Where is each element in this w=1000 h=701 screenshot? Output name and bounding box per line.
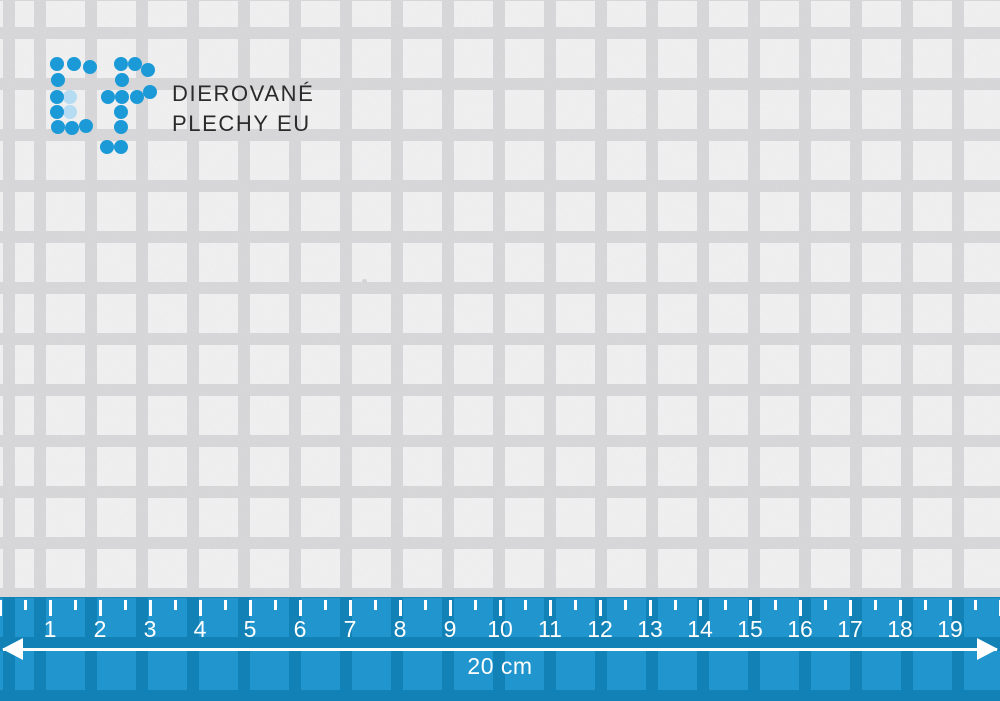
ruler-number: 3 <box>143 616 157 642</box>
ruler-tick-major <box>548 600 552 616</box>
logo-dot <box>100 140 114 154</box>
ruler-tick-major <box>348 600 352 616</box>
logo-dot <box>101 90 115 104</box>
surface-speck <box>362 279 367 283</box>
ruler-number: 18 <box>887 616 913 642</box>
ruler-number: 6 <box>293 616 307 642</box>
logo-dot <box>50 90 64 104</box>
ruler-number: 12 <box>587 616 613 642</box>
ruler-number: 8 <box>393 616 407 642</box>
ruler-number: 11 <box>538 616 562 642</box>
ruler-tick-major <box>948 600 952 616</box>
brand-name-line1: DIEROVANÉ <box>172 81 315 106</box>
ruler-number: 4 <box>193 616 207 642</box>
ruler-tick-minor <box>73 600 77 610</box>
brand-name-line2: PLECHY EU <box>172 110 311 136</box>
ruler-tick-minor <box>673 600 677 610</box>
ruler-tick-minor <box>973 600 977 610</box>
ruler-tick-major <box>148 600 152 616</box>
ruler-tick-major <box>598 600 602 616</box>
arrow-right-icon <box>977 638 998 660</box>
dp-logo-icon <box>50 57 157 154</box>
logo-dot <box>130 90 144 104</box>
logo-dot <box>128 57 142 71</box>
ruler-tick-major <box>198 600 202 616</box>
ruler-number: 17 <box>837 616 863 642</box>
ruler-tick-minor <box>873 600 877 610</box>
ruler-tick-major <box>698 600 702 616</box>
ruler: 20 cm 1 2 3 4 5 6 7 8 9 10 11 12 13 14 15 16 17 18 19 <box>0 597 1000 701</box>
ruler-tick-minor <box>323 600 327 610</box>
logo-dot <box>51 73 65 87</box>
logo-dot <box>114 140 128 154</box>
ruler-tick-minor <box>373 600 377 610</box>
ruler-tick-minor <box>773 600 777 610</box>
ruler-tick-major <box>0 600 2 616</box>
logo-dot <box>50 57 64 71</box>
arrow-left-icon <box>2 638 23 660</box>
ruler-number: 1 <box>43 616 57 642</box>
ruler-tick-minor <box>923 600 927 610</box>
ruler-number: 2 <box>93 616 107 642</box>
brand-name: DIEROVANÉ PLECHY EU <box>172 79 314 138</box>
measurement-label: 20 cm <box>467 653 533 679</box>
logo-dot <box>50 105 64 119</box>
ruler-tick-major <box>898 600 902 616</box>
ruler-number: 14 <box>687 616 713 642</box>
logo-dot <box>115 73 129 87</box>
ruler-number: 5 <box>243 616 257 642</box>
logo-dot <box>51 120 65 134</box>
ruler-number: 13 <box>637 616 663 642</box>
ruler-tick-major <box>498 600 502 616</box>
ruler-number: 16 <box>787 616 813 642</box>
ruler-tick-major <box>798 600 802 616</box>
ruler-tick-major <box>648 600 652 616</box>
ruler-tick-major <box>48 600 52 616</box>
logo-dot <box>65 121 79 135</box>
ruler-tick-major <box>848 600 852 616</box>
ruler-number: 7 <box>343 616 357 642</box>
logo-dot <box>114 120 128 134</box>
logo-dot <box>141 63 155 77</box>
logo-dot <box>114 105 128 119</box>
logo-dot <box>79 119 93 133</box>
logo-dot <box>63 105 77 119</box>
logo-dot <box>67 57 81 71</box>
ruler-number: 10 <box>487 616 513 642</box>
ruler-tick-minor <box>723 600 727 610</box>
ruler-tick-minor <box>473 600 477 610</box>
ruler-tick-major <box>748 600 752 616</box>
logo-dot <box>143 85 157 99</box>
logo-dot <box>115 90 129 104</box>
ruler-tick-minor <box>123 600 127 610</box>
ruler-number: 19 <box>937 616 963 642</box>
ruler-tick-major <box>448 600 452 616</box>
logo-dot <box>63 90 77 104</box>
ruler-number: 9 <box>443 616 457 642</box>
ruler-tick-minor <box>173 600 177 610</box>
logo-dot <box>83 60 97 74</box>
measurement-arrow <box>3 648 997 651</box>
ruler-number: 15 <box>737 616 763 642</box>
ruler-tick-minor <box>523 600 527 610</box>
ruler-tick-major <box>98 600 102 616</box>
logo-dot <box>114 57 128 71</box>
ruler-tick-major <box>248 600 252 616</box>
ruler-tick-minor <box>223 600 227 610</box>
ruler-tick-minor <box>23 600 27 610</box>
ruler-tick-major <box>398 600 402 616</box>
ruler-tick-major <box>998 600 1000 616</box>
ruler-tick-major <box>298 600 302 616</box>
ruler-tick-minor <box>823 600 827 610</box>
ruler-tick-minor <box>423 600 427 610</box>
brand-logo: DIEROVANÉ PLECHY EU <box>0 0 360 170</box>
ruler-tick-minor <box>623 600 627 610</box>
ruler-tick-minor <box>273 600 277 610</box>
ruler-tick-minor <box>573 600 577 610</box>
